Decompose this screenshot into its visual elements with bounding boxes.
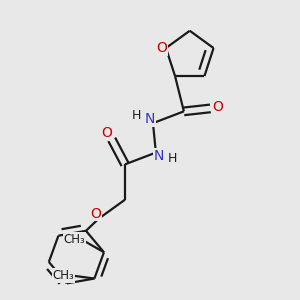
Text: CH₃: CH₃ [52, 269, 74, 282]
Text: O: O [91, 206, 102, 220]
Text: N: N [145, 112, 155, 126]
Text: H: H [167, 152, 177, 165]
Text: CH₃: CH₃ [64, 232, 86, 245]
Text: O: O [212, 100, 223, 114]
Text: H: H [132, 109, 141, 122]
Text: O: O [101, 126, 112, 140]
Text: O: O [156, 41, 167, 55]
Text: N: N [154, 148, 164, 163]
